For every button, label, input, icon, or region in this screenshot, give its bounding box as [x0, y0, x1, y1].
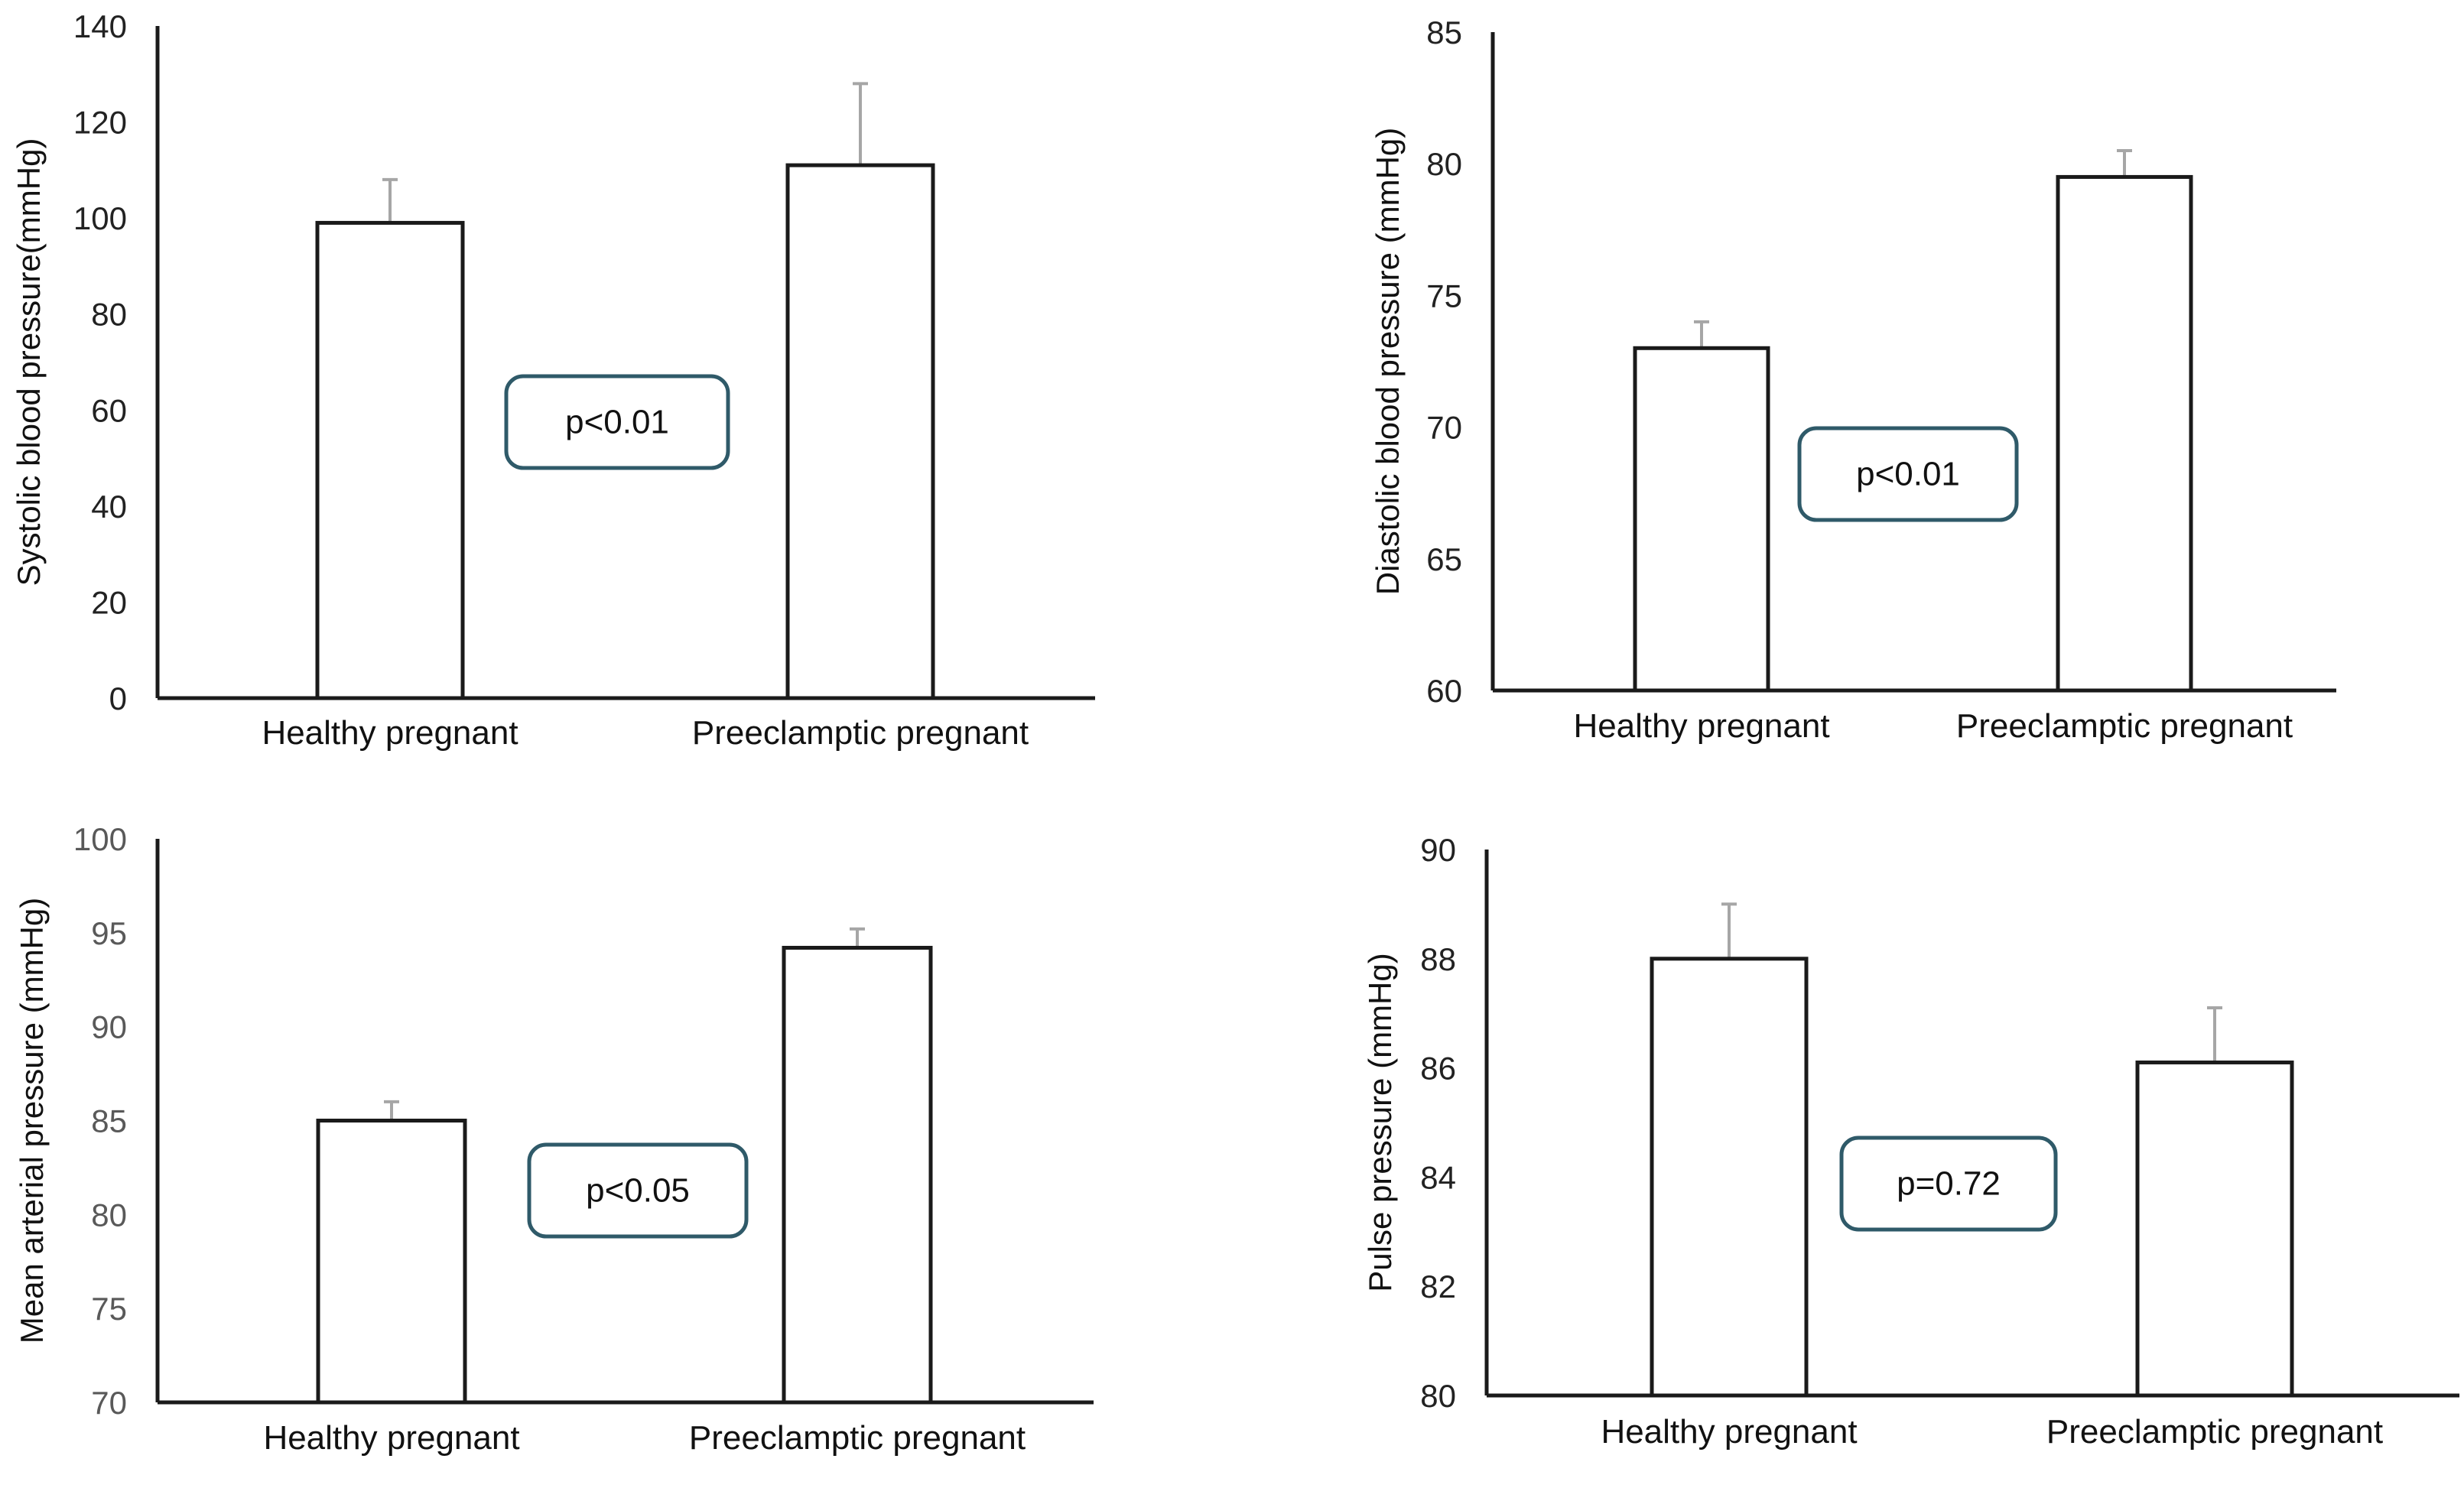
mean-arterial-bar-preeclamptic — [782, 945, 933, 1405]
mean-arterial-y-tick-label: 75 — [91, 1291, 127, 1327]
systolic-y-tick-label: 60 — [91, 392, 127, 428]
pulse-pressure-y-tick-label: 84 — [1420, 1159, 1456, 1195]
systolic-y-tick-label: 20 — [91, 584, 127, 620]
pulse-pressure-y-tick-label: 88 — [1420, 941, 1456, 977]
diastolic-y-tick-label: 70 — [1426, 410, 1462, 446]
systolic-y-tick-label: 140 — [73, 8, 127, 44]
diastolic-y-tick-label: 85 — [1426, 15, 1462, 50]
mean-arterial-bar-healthy — [316, 1119, 467, 1405]
systolic-p-value-text: p<0.01 — [565, 404, 669, 441]
diastolic-y-tick-label: 60 — [1426, 673, 1462, 709]
mean-arterial-p-value-text: p<0.05 — [586, 1172, 690, 1210]
pulse-pressure-y-tick-label: 90 — [1420, 832, 1456, 868]
pulse-pressure-y-axis-title: Pulse pressure (mmHg) — [1362, 953, 1398, 1291]
diastolic-category-label: Preeclamptic pregnant — [1956, 707, 2293, 745]
diastolic-y-tick-label: 75 — [1426, 278, 1462, 314]
pulse-pressure-y-tick-label: 82 — [1420, 1269, 1456, 1304]
diastolic-p-value-box — [1797, 426, 2019, 522]
systolic-y-tick-label: 40 — [91, 489, 127, 525]
pulse-pressure-p-value-text: p=0.72 — [1897, 1165, 2001, 1203]
systolic-y-tick-label: 100 — [73, 200, 127, 236]
mean-arterial-category-label: Healthy pregnant — [263, 1419, 519, 1457]
systolic-y-axis-title: Systolic blood pressure(mmHg) — [11, 138, 47, 586]
pulse-pressure-chart: 80 82 84 86 88 90 Pulse pressure (mmHg) Healthy… — [1232, 744, 2464, 1488]
mean-arterial-y-tick-label: 85 — [91, 1103, 127, 1139]
systolic-chart-svg: 0 20 40 60 80 100 120 140 Systolic blood pressur… — [11, 8, 1095, 752]
mean-arterial-chart-svg: 70 75 80 85 90 95 100 Mean arterial pressure (m… — [14, 821, 1094, 1457]
pulse-pressure-bar-healthy — [1650, 957, 1809, 1398]
systolic-category-label: Healthy pregnant — [262, 714, 518, 752]
systolic-y-tick-label: 120 — [73, 105, 127, 141]
diastolic-chart: 60 65 70 75 80 85 Diastolic blood pressure (mm… — [1232, 0, 2464, 745]
diastolic-chart-svg: 60 65 70 75 80 85 Diastolic blood pressure (mm… — [1370, 15, 2336, 745]
mean-arterial-chart: 70 75 80 85 90 95 100 Mean arterial pressure (m… — [0, 744, 1232, 1488]
systolic-p-value-box — [504, 374, 730, 470]
mean-arterial-y-tick-label: 100 — [73, 821, 127, 857]
pulse-pressure-y-tick-label: 80 — [1420, 1378, 1456, 1414]
diastolic-y-tick-label: 80 — [1426, 146, 1462, 182]
diastolic-y-tick-label: 65 — [1426, 541, 1462, 577]
pulse-pressure-p-value-box — [1839, 1135, 2058, 1232]
diastolic-bar-healthy — [1633, 346, 1770, 693]
pulse-pressure-bar-preeclamptic — [2135, 1060, 2294, 1398]
systolic-y-tick-label: 80 — [91, 297, 127, 333]
pulse-pressure-chart-svg: 80 82 84 86 88 90 Pulse pressure (mmHg) Healthy… — [1362, 832, 2459, 1451]
diastolic-p-value-text: p<0.01 — [1856, 456, 1960, 493]
diastolic-bar-preeclamptic — [2056, 174, 2193, 693]
systolic-category-label: Preeclamptic pregnant — [692, 714, 1029, 752]
pulse-pressure-category-label: Preeclamptic pregnant — [2046, 1413, 2383, 1451]
mean-arterial-y-tick-label: 95 — [91, 915, 127, 951]
mean-arterial-p-value-box — [527, 1142, 749, 1239]
systolic-bar-preeclamptic — [785, 163, 935, 700]
mean-arterial-category-label: Preeclamptic pregnant — [689, 1419, 1026, 1457]
mean-arterial-y-tick-label: 80 — [91, 1197, 127, 1233]
pulse-pressure-y-tick-label: 86 — [1420, 1051, 1456, 1087]
pulse-pressure-category-label: Healthy pregnant — [1601, 1413, 1857, 1451]
mean-arterial-y-tick-label: 70 — [91, 1385, 127, 1421]
systolic-bar-healthy — [315, 220, 465, 700]
systolic-y-tick-label: 0 — [109, 681, 127, 716]
mean-arterial-y-tick-label: 90 — [91, 1009, 127, 1045]
diastolic-y-axis-title: Diastolic blood pressure (mmHg) — [1370, 128, 1406, 596]
mean-arterial-y-axis-title: Mean arterial pressure (mmHg) — [14, 898, 50, 1344]
diastolic-category-label: Healthy pregnant — [1573, 707, 1829, 745]
systolic-chart: 0 20 40 60 80 100 120 140 Systolic blood pressur… — [0, 0, 1232, 752]
